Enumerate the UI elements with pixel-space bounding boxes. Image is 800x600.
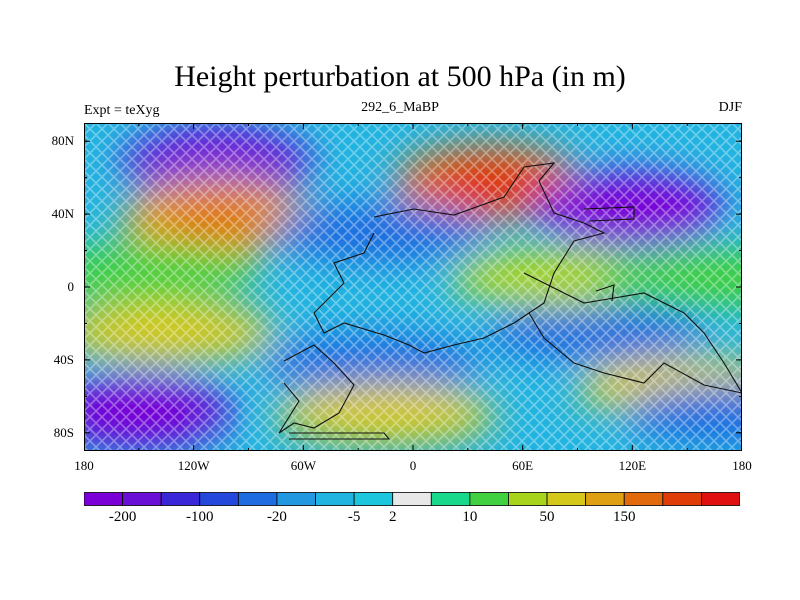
colorbar-label: -200 [108,509,137,525]
x-tick-label: 180 [732,458,752,473]
coastline [583,206,635,222]
x-tick-label: 120E [618,458,647,473]
y-tick-label: 40S [53,351,74,367]
colorbar-box [315,492,355,506]
colorbar-label: -20 [266,509,287,525]
y-tick-label: 0 [67,279,75,294]
colorbar-box [276,492,316,506]
colorbar-label: 150 [612,509,636,525]
colorbar-box [662,492,702,506]
colorbar-box [430,492,471,506]
x-tick-label: 60W [290,458,316,473]
x-tick-label: 0 [409,458,417,473]
y-tick-label: 80N [51,133,74,149]
chart-title: Height perturbation at 500 hPa (in m) [174,60,626,93]
hatch-overlay [84,123,742,451]
coastline [278,344,355,434]
colorbar-box [392,492,432,506]
colorbar-label: 50 [539,509,555,525]
map-plot [84,123,742,451]
coastline [595,284,615,302]
colorbar-box [353,492,394,506]
y-tick-label: 80S [53,424,74,440]
colorbar-box [508,492,548,506]
colorbar-box [199,492,239,506]
colorbar-box [623,492,664,506]
colorbar-label: 10 [462,509,478,525]
colorbar [84,492,740,506]
colorbar-box [84,492,123,506]
x-tick-label: 120W [177,458,210,473]
coastline [289,432,391,440]
x-tick-label: 60E [512,458,534,473]
colorbar-box [585,492,625,506]
colorbar-box [469,492,509,506]
colorbar-box [122,492,162,506]
colorbar-box [237,492,278,506]
season-label: DJF [718,100,742,115]
colorbar-box [160,492,201,506]
colorbar-box [701,492,740,506]
y-tick-label: 40N [51,206,74,222]
coastline [523,272,742,394]
x-tick-label: 180 [74,458,94,473]
colorbar-label: -100 [186,509,214,525]
colorbar-label: -5 [347,509,361,525]
colorbar-box [546,492,587,506]
colorbar-label: 2 [388,509,397,525]
chart-subtitle: 292_6_MaBP [361,100,439,115]
experiment-label: Expt = teXyg [84,103,160,118]
